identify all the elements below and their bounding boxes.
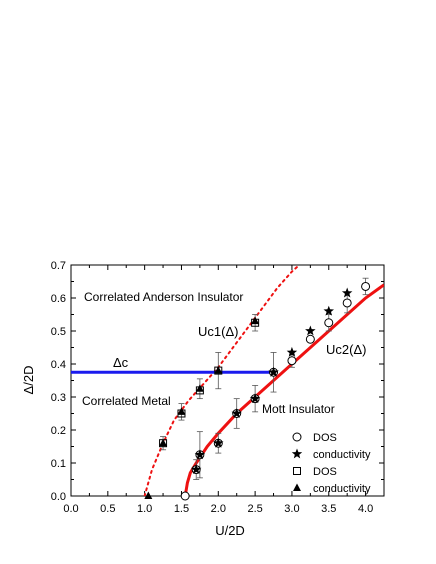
dos-circle-point	[361, 281, 371, 291]
legend-marker-3	[293, 467, 301, 475]
legend: DOS conductivity DOS conductivity	[291, 432, 371, 495]
y-tick-label: 0.2	[51, 425, 66, 437]
conductivity-star-point	[323, 305, 334, 316]
curve-label-uc2: Uc2(Δ)	[326, 342, 366, 357]
text-layer: Correlated Anderson Insulator Correlated…	[21, 290, 366, 538]
dos-circle-point	[342, 298, 352, 308]
conductivity-star-point	[191, 464, 202, 474]
conductivity-triangle-point	[144, 491, 153, 499]
y-axis-title: Δ/2D	[21, 366, 36, 395]
plot-layer: 0.0 0.5 1.0 1.5 2.0 2.5 3.0 3.5 4.0 0.0 0.1 0.2 0.3 0…	[51, 260, 385, 515]
y-tick-label: 0.6	[51, 293, 66, 305]
conductivity-star-point	[249, 393, 261, 404]
x-tick-label: 3.0	[284, 503, 299, 515]
x-tick-label: 2.5	[247, 503, 262, 515]
y-tick-label: 0.3	[51, 392, 66, 404]
uc2-curve	[183, 283, 384, 496]
curve-label-uc1: Uc1(Δ)	[198, 324, 238, 339]
y-tick-label: 0.4	[51, 359, 66, 371]
conductivity-star-point	[286, 346, 298, 357]
conductivity-triangle-point	[214, 366, 223, 374]
x-tick-label: 3.5	[321, 503, 336, 515]
dos-circle-point	[305, 334, 315, 344]
region-label-metal: Correlated Metal	[82, 394, 171, 408]
legend-label-4: conductivity	[313, 483, 371, 495]
conductivity-triangle-point	[177, 407, 186, 415]
legend-marker-4	[293, 483, 301, 491]
conductivity-star-point	[213, 437, 224, 448]
region-label-mott: Mott Insulator	[262, 402, 335, 416]
conductivity-star-point	[231, 408, 242, 418]
conductivity-star-point	[194, 449, 206, 460]
dos-circle-point	[180, 491, 190, 501]
conductivity-triangle-point	[195, 384, 204, 392]
conductivity-star-point	[305, 325, 316, 336]
legend-label-2: conductivity	[313, 449, 371, 461]
y-tick-label: 0.1	[51, 458, 66, 470]
x-tick-label: 1.0	[137, 503, 152, 515]
y-tick-label: 0.7	[51, 260, 66, 272]
dos-circle-point	[287, 356, 297, 366]
x-tick-label: 4.0	[358, 503, 373, 515]
x-tick-label: 1.5	[174, 503, 189, 515]
conductivity-triangle-point	[159, 438, 168, 447]
x-tick-label: 0.0	[63, 503, 78, 515]
conductivity-triangle-point	[251, 316, 260, 325]
region-label-anderson: Correlated Anderson Insulator	[84, 290, 243, 304]
conductivity-star-point	[341, 287, 353, 298]
legend-label-1: DOS	[313, 432, 337, 444]
x-tick-label: 0.5	[100, 503, 115, 515]
legend-marker-2	[291, 448, 303, 459]
legend-label-3: DOS	[313, 466, 337, 478]
legend-marker-1	[292, 432, 302, 442]
dos-circle-point	[324, 318, 334, 328]
x-axis-title: U/2D	[215, 523, 245, 538]
curve-label-delta-c: Δc	[113, 355, 129, 370]
y-tick-label: 0.5	[51, 326, 66, 338]
y-tick-label: 0.0	[51, 491, 66, 503]
conductivity-star-point	[268, 366, 279, 377]
x-tick-label: 2.0	[211, 503, 226, 515]
